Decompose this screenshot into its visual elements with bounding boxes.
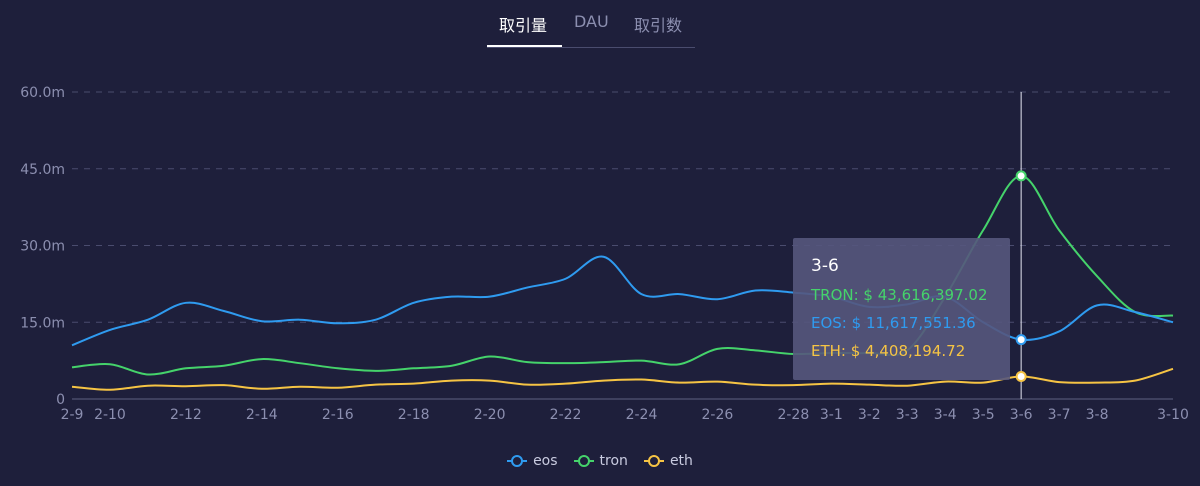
tooltip-eth-value: ETH: $ 4,408,194.72	[811, 342, 966, 360]
y-tick-label: 15.0m	[20, 315, 65, 331]
legend-line-icon	[643, 455, 664, 467]
x-tick-label: 2-9	[61, 407, 84, 423]
active-tab-indicator	[487, 45, 562, 47]
x-tick-label: 2-28	[777, 407, 809, 423]
hover-point-eos	[1015, 334, 1027, 346]
x-tick-label: 3-5	[972, 407, 995, 423]
tab-tx-count[interactable]: 取引数	[634, 16, 683, 35]
legend-item-eos[interactable]: eos	[507, 450, 558, 472]
x-tick-label: 3-2	[858, 407, 881, 423]
legend-label: eos	[533, 453, 558, 469]
y-tick-label: 60.0m	[20, 85, 65, 101]
legend-label: tron	[599, 453, 628, 469]
x-tick-label: 2-18	[398, 407, 430, 423]
y-tick-label: 30.0m	[20, 239, 65, 255]
x-tick-label: 2-26	[702, 407, 734, 423]
x-tick-label: 3-8	[1086, 407, 1109, 423]
x-tick-label: 3-6	[1010, 407, 1033, 423]
chart-tooltip: 3-6 TRON: $ 43,616,397.02 EOS: $ 11,617,…	[793, 238, 1010, 380]
x-tick-label: 3-3	[896, 407, 919, 423]
y-tick-label: 45.0m	[20, 162, 65, 178]
x-tick-label: 2-24	[626, 407, 658, 423]
y-tick-label: 0	[56, 392, 65, 408]
legend-line-icon	[507, 455, 528, 467]
x-tick-label: 2-16	[322, 407, 354, 423]
x-tick-label: 2-20	[474, 407, 506, 423]
legend-item-eth[interactable]: eth	[643, 450, 693, 472]
hover-point-eth	[1015, 370, 1027, 382]
tooltip-tron-value: TRON: $ 43,616,397.02	[811, 286, 988, 304]
chart-legend: eos tron eth	[0, 450, 1200, 472]
x-tick-label: 3-7	[1048, 407, 1071, 423]
x-tick-label: 2-10	[94, 407, 126, 423]
hover-point-tron	[1015, 170, 1027, 182]
x-tick-label: 3-1	[820, 407, 843, 423]
tooltip-eos-value: EOS: $ 11,617,551.36	[811, 314, 976, 332]
series-line-eth	[71, 367, 1174, 391]
series-line-tron	[71, 174, 1174, 376]
tab-bar: 取引量 DAU 取引数	[487, 0, 695, 48]
line-chart[interactable]: 0 15.0m 30.0m 45.0m 60.0m 2-9 2-10 2-12 2-14 2-16…	[0, 0, 1200, 440]
x-tick-label: 3-4	[934, 407, 957, 423]
tab-dau[interactable]: DAU	[574, 12, 609, 31]
legend-label: eth	[669, 453, 693, 469]
legend-item-tron[interactable]: tron	[573, 450, 628, 472]
tab-volume[interactable]: 取引量	[499, 16, 548, 35]
tooltip-date: 3-6	[811, 256, 839, 276]
x-tick-label: 3-10	[1157, 407, 1189, 423]
x-tick-label: 2-12	[170, 407, 202, 423]
legend-line-icon	[573, 455, 594, 467]
x-tick-label: 2-14	[246, 407, 278, 423]
x-tick-label: 2-22	[550, 407, 582, 423]
